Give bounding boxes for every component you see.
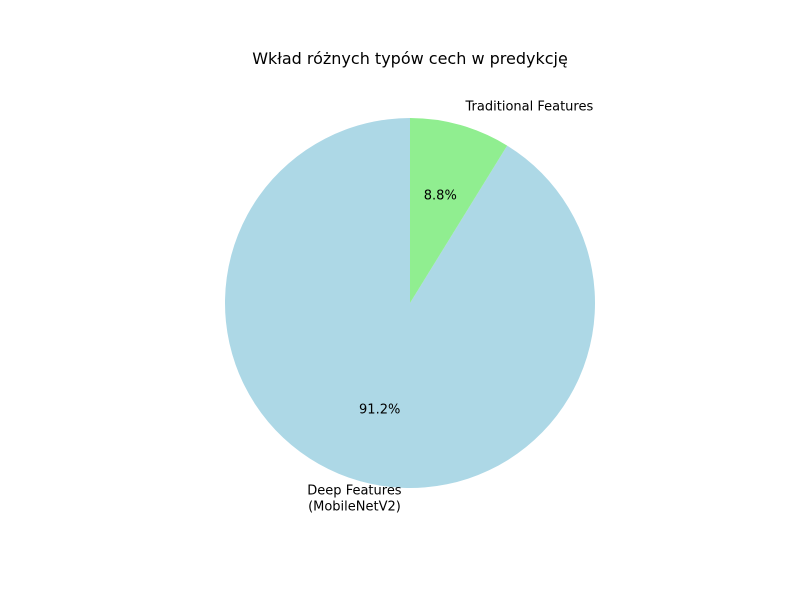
pie-slice-label-line: Traditional Features	[465, 100, 594, 115]
pie-pct-label-0: 91.2%	[359, 402, 400, 417]
pie-slice-label-line: Deep Features	[307, 483, 402, 498]
pie-pct-label-1: 8.8%	[424, 189, 457, 204]
pie-slice-label-line: (MobileNetV2)	[308, 499, 401, 514]
slices-layer	[224, 118, 595, 488]
pie-slice-label-1: Traditional Features	[465, 100, 594, 115]
pie-slice-1	[410, 118, 508, 303]
pie-slice-label-0: Deep Features (MobileNetV2)	[307, 483, 402, 514]
labels-layer: 91.2% Deep Features (MobileNetV2) 8.8% Tradi…	[307, 100, 593, 515]
chart-title: Wkład różnych typów cech w predykcję	[252, 49, 568, 68]
